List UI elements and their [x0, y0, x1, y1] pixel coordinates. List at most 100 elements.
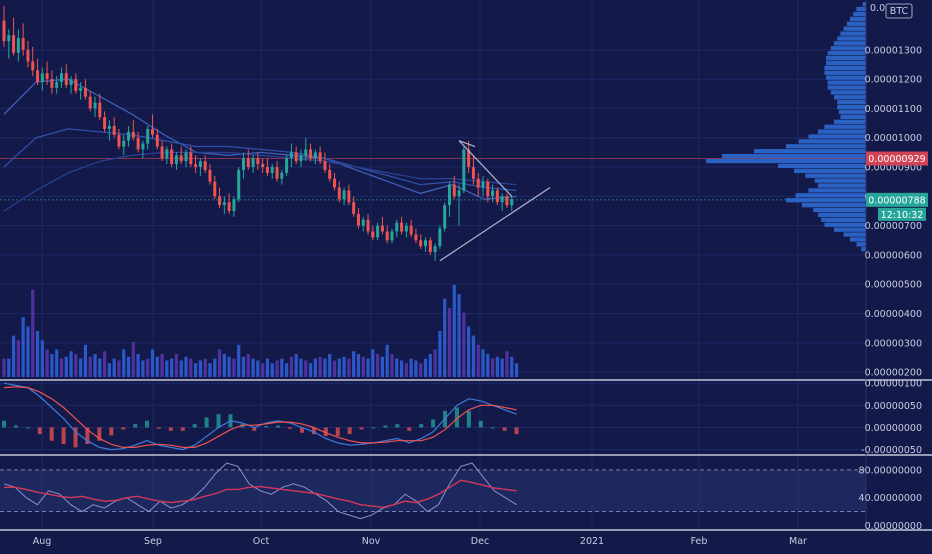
pane-separators[interactable] — [0, 0, 932, 531]
candle-body — [160, 146, 164, 159]
volume-bar — [79, 358, 83, 377]
macd-histogram-bar — [514, 427, 519, 435]
candle-body — [141, 143, 145, 150]
time-tick-label: Mar — [789, 536, 807, 547]
time-tick-label: Oct — [253, 536, 270, 547]
volume-bar — [261, 363, 265, 377]
volume-profile-bar — [786, 198, 866, 203]
volume-bar — [160, 354, 164, 377]
price-badge-teal-bg[interactable] — [866, 192, 928, 207]
volume-profile-bar — [798, 139, 866, 144]
macd-histogram-bar — [431, 419, 436, 428]
currency-badge-label: BTC — [890, 6, 909, 17]
volume-bar — [131, 342, 135, 377]
volume-profile-bar — [837, 36, 866, 41]
rsi-tick-label: 0.00000000 — [865, 521, 922, 532]
volume-bar — [510, 356, 514, 377]
currency-badge[interactable]: BTC — [885, 3, 913, 19]
volume-bar — [404, 363, 408, 377]
macd-histogram-bar — [61, 427, 66, 445]
candle-body — [251, 158, 255, 168]
candle-body — [265, 167, 269, 173]
volume-bar — [352, 351, 356, 377]
price-tick-label: 0.00001200 — [865, 75, 922, 86]
volume-bar — [399, 360, 404, 377]
volume-profile-bar — [814, 178, 866, 183]
volume-profile-bar — [824, 70, 866, 75]
macd-histogram-bar — [85, 427, 90, 445]
triangle-upper-line[interactable] — [458, 140, 513, 197]
price-tick-label: 0.00000400 — [865, 309, 922, 320]
volume-bar — [74, 354, 78, 377]
volume-bar — [385, 344, 389, 377]
candle-body — [495, 190, 499, 203]
macd-histogram-bar — [478, 420, 483, 428]
price-badge-red-bg[interactable] — [866, 151, 928, 166]
candle-body — [12, 35, 16, 53]
time-tick-label: Aug — [33, 536, 52, 547]
candle-body — [294, 152, 298, 162]
volume-profile-bar — [808, 134, 866, 139]
candle-body — [213, 181, 217, 197]
macd-histogram-bar — [299, 427, 304, 433]
candle-body — [385, 231, 389, 241]
volume-bar — [265, 358, 270, 377]
volume-bar — [471, 335, 476, 377]
time-tick-label: Nov — [362, 536, 381, 547]
volume-bars — [2, 285, 519, 377]
candle-body — [500, 196, 504, 203]
volume-bar — [476, 344, 480, 377]
macd-histogram-bar — [419, 424, 424, 428]
countdown-badge-bg[interactable] — [878, 207, 926, 221]
volume-profile-bar — [722, 153, 866, 159]
volume-bar — [11, 335, 16, 377]
volume-bar — [447, 308, 452, 377]
candle-body — [390, 231, 394, 241]
macd-histogram-bar — [25, 427, 30, 429]
volume-profile-bar — [824, 124, 866, 129]
volume-bar — [376, 354, 380, 377]
macd-histogram-bar — [335, 427, 340, 437]
volume-profile-bar — [843, 232, 866, 237]
candle-body — [376, 225, 380, 238]
price-axis[interactable]: 0.00000200 0.00000300 0.00000400 0.00000500… — [859, 3, 928, 532]
candle-body — [342, 190, 346, 200]
volume-bar — [251, 358, 255, 377]
volume-bar — [414, 360, 418, 377]
candle-body — [2, 20, 6, 42]
candle-body — [304, 149, 308, 156]
macd-histogram-bar — [156, 427, 161, 429]
volume-bar — [117, 360, 121, 377]
volume-bar — [126, 356, 131, 377]
volume-profile-bar — [850, 237, 866, 242]
volume-bar — [93, 354, 97, 377]
moving-average-line — [3, 128, 517, 192]
volume-bar — [380, 356, 385, 377]
triangle-lower-line[interactable] — [439, 187, 551, 262]
candle-body — [486, 181, 490, 197]
candle-body — [424, 240, 428, 247]
volume-profile-bar — [824, 222, 866, 227]
time-axis[interactable]: Aug Sep Oct Nov Dec 2021 Feb Mar — [33, 536, 807, 547]
candle-body — [462, 149, 466, 191]
volume-bar — [371, 349, 375, 377]
candle-body — [189, 152, 193, 165]
candle-body — [69, 79, 73, 85]
price-tick-label: 0.00000500 — [865, 280, 922, 291]
candle-body — [275, 167, 279, 179]
volume-profile-bar — [826, 60, 866, 66]
volume-profile-bar — [826, 75, 866, 80]
candle-body — [208, 169, 212, 182]
candle-body — [318, 152, 322, 162]
candle-body — [21, 38, 25, 50]
macd-histogram-bar — [407, 427, 412, 431]
rsi-band — [0, 469, 866, 512]
triangle-apex-line[interactable] — [458, 140, 476, 148]
volume-bar — [395, 358, 399, 377]
candle-body — [361, 219, 365, 226]
volume-bar — [21, 317, 25, 377]
triangle-pattern[interactable] — [439, 140, 551, 262]
volume-bar — [486, 354, 490, 377]
